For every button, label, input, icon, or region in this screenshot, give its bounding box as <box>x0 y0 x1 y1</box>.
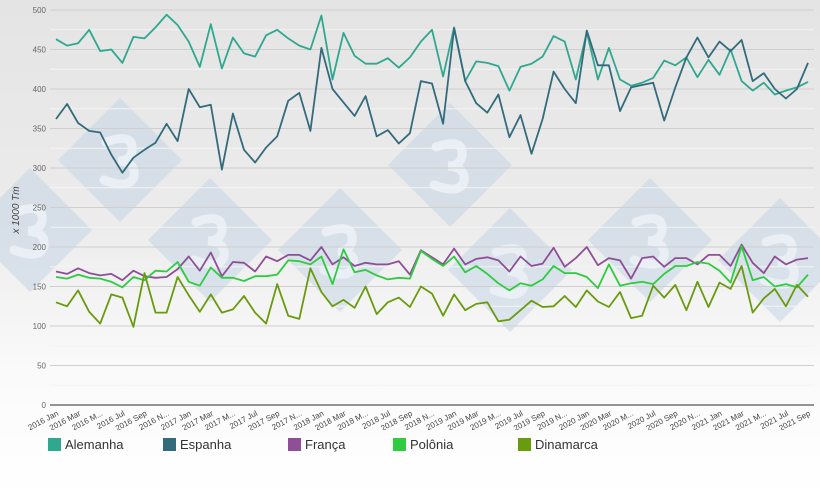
y-tick-label: 400 <box>33 85 47 94</box>
y-tick-label: 0 <box>42 401 47 410</box>
watermark-diamond <box>0 168 92 292</box>
legend-item[interactable]: Dinamarca <box>518 437 598 452</box>
y-tick-label: 200 <box>33 243 47 252</box>
y-tick-label: 300 <box>33 164 47 173</box>
legend-item[interactable]: Polônia <box>393 437 453 452</box>
legend-swatch <box>48 438 61 451</box>
y-tick-label: 500 <box>33 6 47 15</box>
y-tick-label: 100 <box>33 322 47 331</box>
legend-swatch <box>288 438 301 451</box>
legend-label: Dinamarca <box>535 437 598 452</box>
y-tick-label: 450 <box>33 46 47 55</box>
series-line-dinamarca <box>55 265 809 328</box>
watermark-logo <box>429 139 469 194</box>
legend-swatch <box>163 438 176 451</box>
legend-label: Espanha <box>180 437 232 452</box>
series-line-alemanha <box>55 13 809 96</box>
watermark-logo <box>319 224 359 279</box>
legend-swatch <box>518 438 531 451</box>
series-line-espanha <box>55 27 809 174</box>
watermark-logo <box>189 214 229 269</box>
legend-label: Polônia <box>410 437 454 452</box>
legend: Alemanha Espanha França Polônia Dinamarca <box>0 437 820 455</box>
series-line-polônia <box>55 245 809 292</box>
y-tick-label: 350 <box>33 125 47 134</box>
legend-label: França <box>305 437 346 452</box>
legend-item[interactable]: França <box>288 437 345 452</box>
y-tick-label: 50 <box>37 362 46 371</box>
legend-item[interactable]: Alemanha <box>48 437 124 452</box>
y-axis-title: x 1000 Tm <box>11 186 22 234</box>
watermark-logo <box>759 234 799 289</box>
legend-item[interactable]: Espanha <box>163 437 231 452</box>
y-tick-label: 150 <box>33 283 47 292</box>
watermark-logo <box>99 134 139 189</box>
watermark-logo <box>9 204 49 259</box>
legend-swatch <box>393 438 406 451</box>
series-line-frança <box>55 243 809 282</box>
legend-label: Alemanha <box>65 437 124 452</box>
y-tick-label: 250 <box>33 204 47 213</box>
